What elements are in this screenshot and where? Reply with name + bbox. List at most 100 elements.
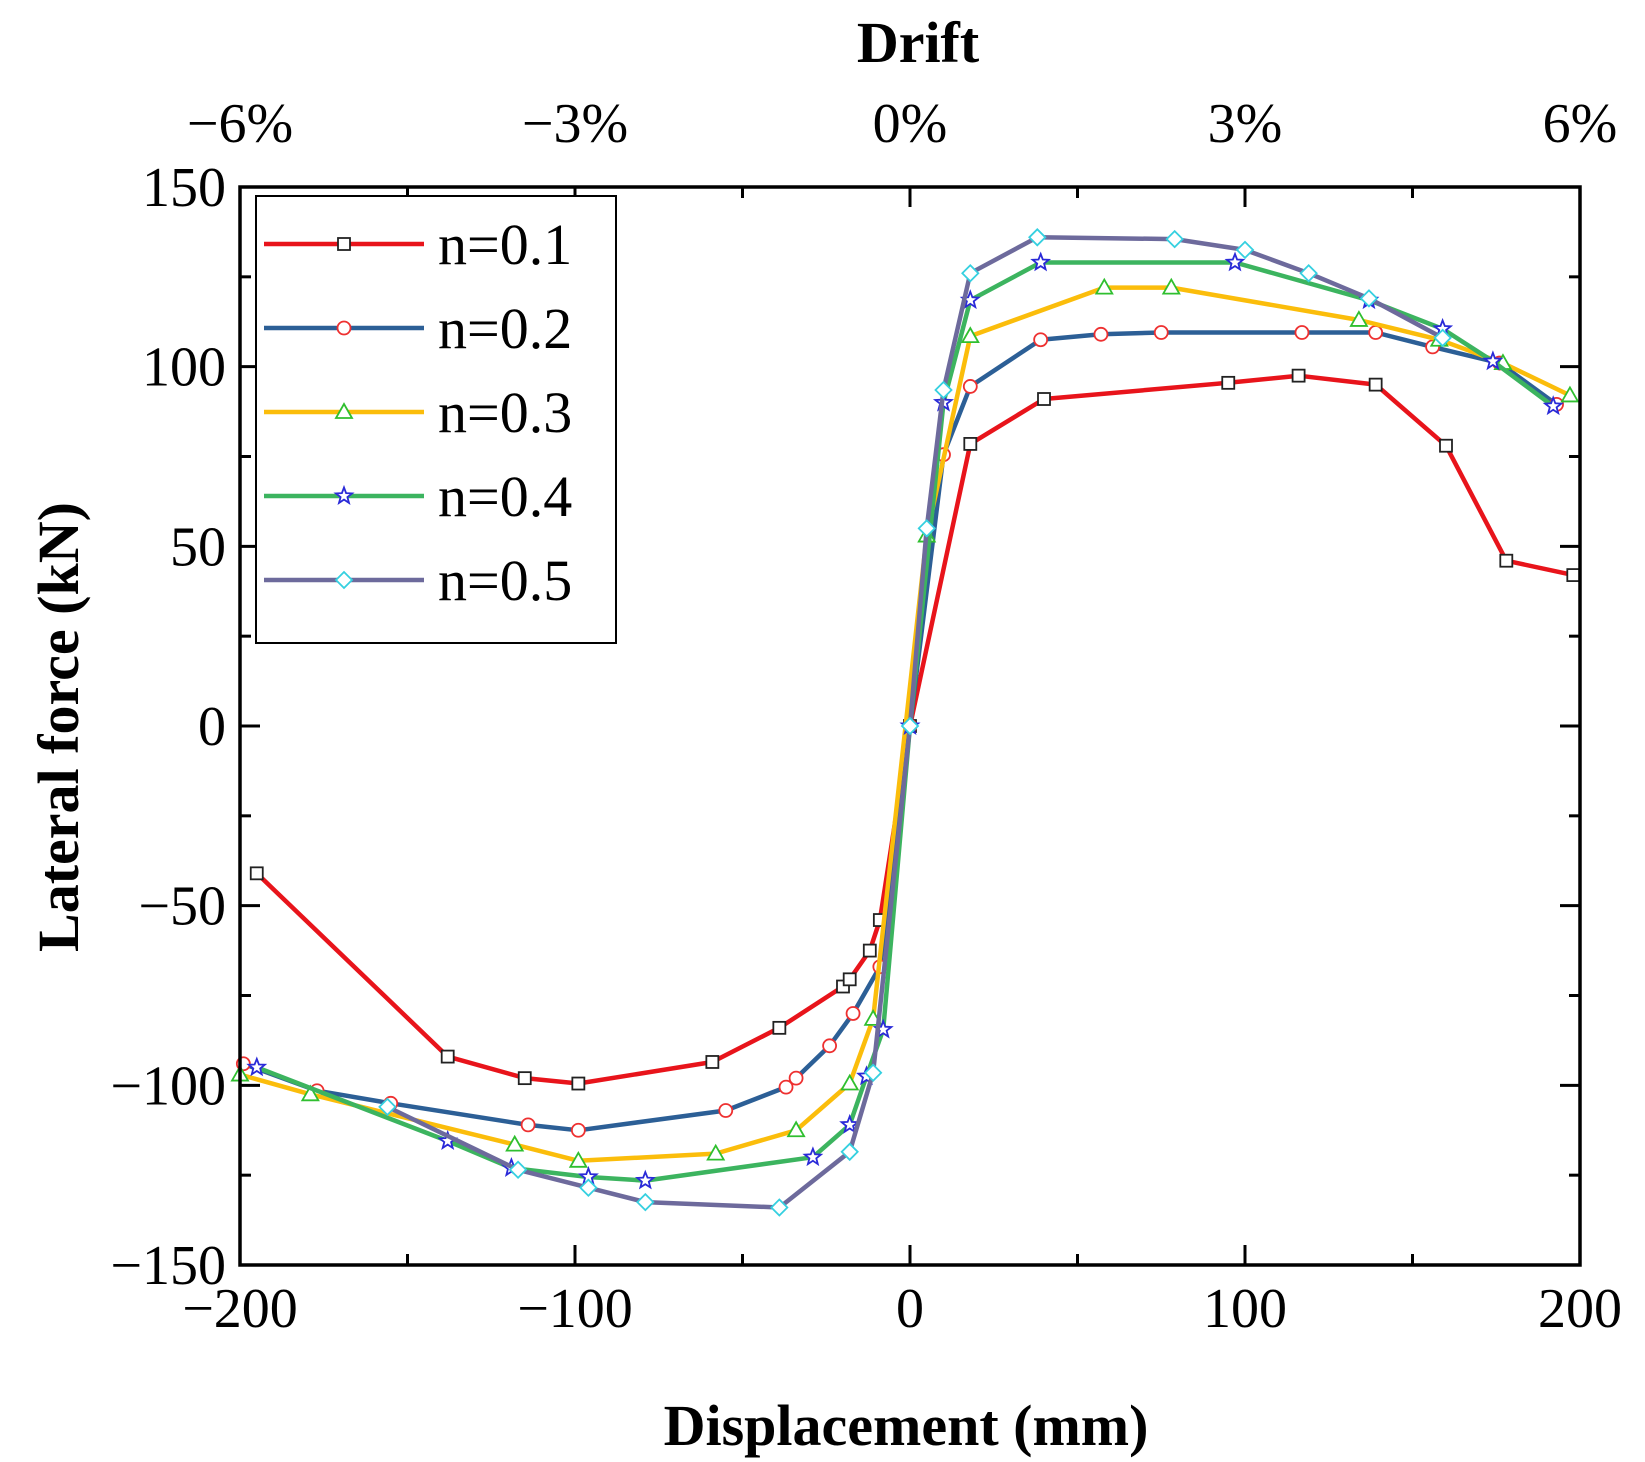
legend-marker-n-0-4 bbox=[333, 484, 355, 505]
series-n-0-1 bbox=[249, 368, 1581, 1091]
data-point-n-0-4 bbox=[1542, 395, 1564, 416]
data-point-n-0-4 bbox=[1482, 350, 1504, 371]
data-point-n-0-5 bbox=[961, 263, 980, 283]
data-point-n-0-1 bbox=[963, 437, 978, 451]
data-point-n-0-5 bbox=[378, 1097, 397, 1117]
data-point-n-0-2 bbox=[570, 1122, 586, 1138]
data-point-n-0-1 bbox=[705, 1055, 720, 1069]
top-axis-tick-labels: −6% −3% 0% 3% 6% bbox=[187, 93, 1617, 155]
y-tick-label: 50 bbox=[170, 516, 226, 578]
data-point-n-0-4 bbox=[802, 1146, 824, 1167]
x-axis-tick-labels: −200 −100 0 100 200 bbox=[182, 1278, 1622, 1340]
data-point-n-0-4 bbox=[246, 1056, 268, 1077]
legend-marker-n-0-3 bbox=[334, 402, 354, 419]
data-point-n-0-1 bbox=[571, 1076, 586, 1091]
data-point-n-0-5 bbox=[1235, 240, 1255, 260]
data-point-n-0-2 bbox=[962, 379, 978, 394]
y-tick-label: −50 bbox=[138, 876, 226, 938]
data-point-n-0-2 bbox=[845, 1006, 861, 1021]
data-point-n-0-3 bbox=[786, 1120, 806, 1138]
data-point-n-0-2 bbox=[1153, 325, 1169, 340]
data-point-n-0-1 bbox=[1037, 392, 1051, 406]
y-axis-tick-labels: −150 −100 −50 0 50 100 150 bbox=[110, 157, 226, 1297]
top-tick-label: −6% bbox=[187, 93, 293, 155]
data-point-n-0-5 bbox=[508, 1160, 528, 1180]
y-tick-label: 100 bbox=[142, 337, 226, 399]
top-axis-title: Drift bbox=[857, 10, 980, 75]
data-point-n-0-1 bbox=[517, 1071, 532, 1086]
legend-marker-n-0-2 bbox=[336, 320, 352, 336]
x-axis-title: Displacement (mm) bbox=[664, 1393, 1149, 1458]
y-axis-title: Lateral force (kN) bbox=[26, 502, 91, 952]
data-point-n-0-5 bbox=[1299, 263, 1318, 283]
legend-marker-n-0-5 bbox=[334, 570, 354, 590]
y-tick-label: 0 bbox=[198, 696, 226, 758]
plot-area-frame bbox=[238, 185, 1582, 1267]
data-point-n-0-3 bbox=[706, 1143, 726, 1161]
series-layer bbox=[230, 228, 1581, 1217]
data-point-n-0-5 bbox=[770, 1198, 789, 1217]
legend-box bbox=[255, 195, 617, 644]
data-point-n-0-4 bbox=[634, 1169, 656, 1190]
data-point-n-0-2 bbox=[1368, 325, 1384, 340]
data-point-n-0-1 bbox=[440, 1049, 455, 1064]
x-tick-label: 100 bbox=[1203, 1278, 1287, 1340]
legend-item-n-0-4: n=0.4 bbox=[264, 464, 572, 529]
legend-label-n-0-5: n=0.5 bbox=[438, 548, 572, 613]
data-point-n-0-4 bbox=[839, 1113, 861, 1134]
data-point-n-0-5 bbox=[1165, 229, 1184, 249]
y-tick-label: 150 bbox=[142, 157, 226, 219]
legend-item-n-0-5: n=0.5 bbox=[264, 548, 572, 613]
data-point-n-0-3 bbox=[1161, 277, 1181, 295]
top-tick-label: 3% bbox=[1208, 93, 1283, 155]
legend-label-n-0-2: n=0.2 bbox=[438, 296, 572, 361]
data-point-n-0-2 bbox=[718, 1103, 734, 1118]
legend-item-n-0-2: n=0.2 bbox=[264, 296, 572, 361]
x-tick-label: 0 bbox=[896, 1278, 924, 1340]
series-n-0-5 bbox=[378, 228, 1452, 1217]
data-point-n-0-3 bbox=[505, 1134, 525, 1152]
legend-item-n-0-1: n=0.1 bbox=[264, 212, 572, 277]
data-point-n-0-4 bbox=[1224, 251, 1246, 272]
data-point-n-0-2 bbox=[778, 1079, 794, 1095]
data-point-n-0-1 bbox=[1221, 375, 1236, 390]
data-point-n-0-3 bbox=[1349, 310, 1369, 327]
data-point-n-0-1 bbox=[1499, 553, 1514, 568]
data-point-n-0-3 bbox=[1094, 277, 1114, 295]
data-point-n-0-2 bbox=[1033, 332, 1049, 348]
data-point-n-0-3 bbox=[1560, 385, 1580, 403]
data-point-n-0-1 bbox=[1291, 368, 1306, 383]
data-point-n-0-1 bbox=[842, 972, 857, 987]
data-point-n-0-3 bbox=[300, 1084, 320, 1102]
y-tick-label: −150 bbox=[110, 1235, 226, 1297]
x-tick-label: 200 bbox=[1538, 1278, 1622, 1340]
data-point-n-0-1 bbox=[1368, 377, 1383, 392]
top-tick-label: 0% bbox=[873, 93, 948, 155]
data-point-n-0-1 bbox=[249, 866, 264, 881]
data-point-n-0-1 bbox=[862, 943, 877, 958]
data-point-n-0-3 bbox=[840, 1073, 860, 1091]
legend-item-n-0-3: n=0.3 bbox=[264, 380, 572, 445]
data-point-n-0-5 bbox=[934, 380, 953, 400]
data-point-n-0-2 bbox=[1294, 325, 1310, 340]
legend-marker-n-0-1 bbox=[337, 237, 351, 251]
series-line-n-0-3 bbox=[239, 285, 1571, 1164]
top-tick-label: −3% bbox=[522, 93, 628, 155]
data-point-n-0-5 bbox=[900, 716, 920, 736]
data-point-n-0-5 bbox=[1028, 228, 1047, 247]
data-point-n-0-2 bbox=[788, 1070, 804, 1086]
data-point-n-0-5 bbox=[636, 1192, 655, 1212]
data-point-n-0-1 bbox=[772, 1020, 787, 1035]
data-point-n-0-2 bbox=[822, 1038, 837, 1054]
x-tick-label: −100 bbox=[517, 1278, 633, 1340]
data-point-n-0-5 bbox=[579, 1178, 598, 1198]
data-point-n-0-1 bbox=[1566, 568, 1581, 582]
data-point-n-0-5 bbox=[840, 1142, 859, 1162]
legend-label-n-0-1: n=0.1 bbox=[438, 212, 572, 277]
x-tick-label: −200 bbox=[182, 1278, 298, 1340]
data-point-n-0-4 bbox=[1030, 251, 1052, 272]
data-point-n-0-5 bbox=[1433, 328, 1452, 348]
data-point-n-0-1 bbox=[1439, 438, 1453, 453]
data-point-n-0-3 bbox=[960, 326, 980, 344]
